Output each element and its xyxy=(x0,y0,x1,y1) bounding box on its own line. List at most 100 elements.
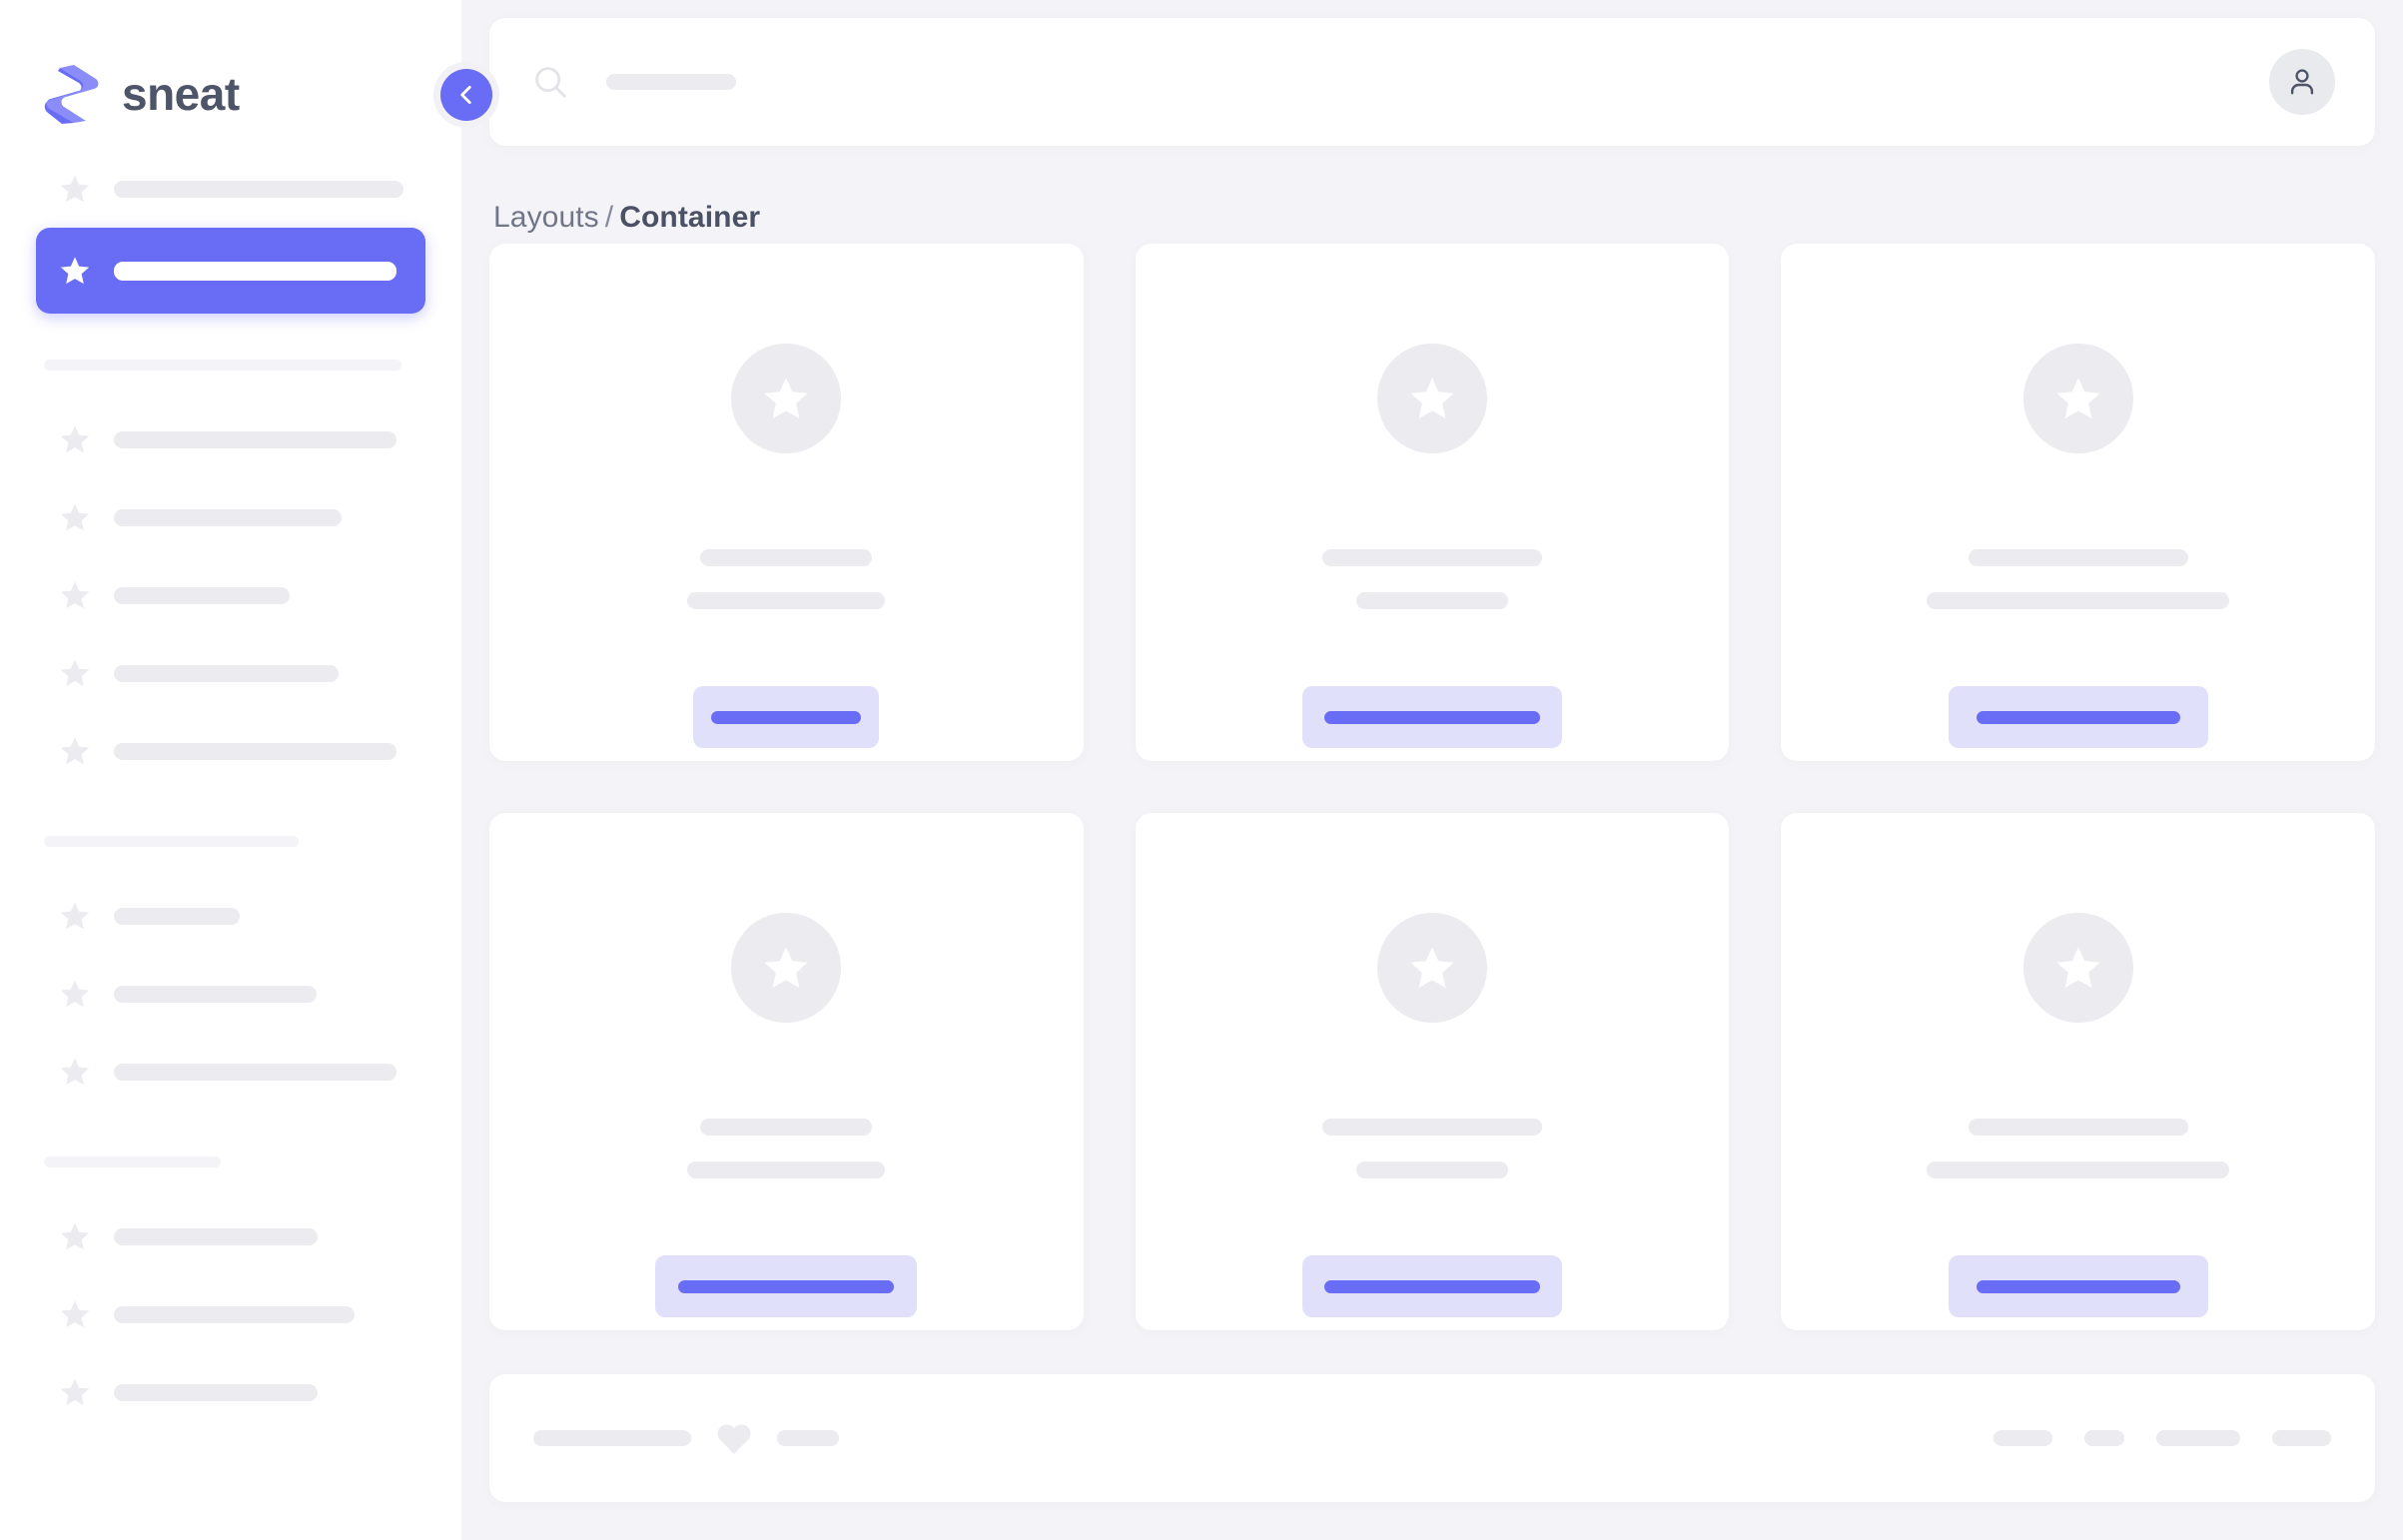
footer-links xyxy=(1994,1430,2331,1446)
card-action-label xyxy=(711,710,862,724)
nav-gap xyxy=(0,371,461,400)
sidebar-item[interactable] xyxy=(36,1033,425,1111)
sidebar-item-label xyxy=(114,1383,318,1401)
sidebar: sneat xyxy=(0,0,499,1540)
sidebar-item-label xyxy=(114,180,403,198)
sidebar-item-label xyxy=(114,1305,355,1323)
sidebar-item[interactable] xyxy=(36,400,425,478)
brand-name: sneat xyxy=(122,68,240,120)
star-icon xyxy=(1406,942,1458,994)
nav-gap xyxy=(0,314,461,360)
user-icon xyxy=(2284,64,2320,100)
content-card xyxy=(489,813,1084,1330)
star-icon xyxy=(58,977,92,1011)
sidebar-item[interactable] xyxy=(36,150,425,228)
footer-link-placeholder[interactable] xyxy=(2084,1430,2124,1446)
card-subtitle-placeholder xyxy=(687,592,886,609)
nav-gap xyxy=(0,1111,461,1156)
sidebar-item-label xyxy=(114,985,317,1003)
star-icon xyxy=(58,656,92,690)
footer-link-placeholder[interactable] xyxy=(1994,1430,2052,1446)
sidebar-collapse-button[interactable] xyxy=(433,62,499,128)
nav-section xyxy=(0,400,461,790)
card-title-placeholder xyxy=(1968,1119,2188,1136)
sidebar-item-label xyxy=(114,664,339,682)
card-title-placeholder xyxy=(1321,1119,1542,1136)
card-action-label xyxy=(1976,1279,2180,1293)
card-action-button[interactable] xyxy=(1301,1255,1562,1317)
card-avatar xyxy=(731,913,842,1023)
footer-text-placeholder xyxy=(533,1430,691,1446)
card-avatar xyxy=(2022,913,2133,1023)
sidebar-item[interactable] xyxy=(36,877,425,955)
sidebar-item[interactable] xyxy=(36,1197,425,1275)
sidebar-item[interactable] xyxy=(36,478,425,556)
footer-brand-placeholder xyxy=(777,1430,839,1446)
star-icon xyxy=(58,1219,92,1253)
star-icon xyxy=(1406,373,1458,424)
card-action-button[interactable] xyxy=(1948,1255,2208,1317)
content-card xyxy=(1781,813,2375,1330)
card-title-placeholder xyxy=(1321,549,1542,566)
star-icon xyxy=(58,578,92,612)
search-input[interactable] xyxy=(606,74,736,90)
card-grid xyxy=(489,244,2375,1330)
breadcrumb: Layouts / Container xyxy=(489,146,2375,238)
nav-section xyxy=(0,1197,461,1431)
heart-icon xyxy=(713,1417,755,1459)
nav-section-header-placeholder xyxy=(44,1156,221,1167)
sidebar-item-label xyxy=(114,1063,397,1081)
sidebar-item[interactable] xyxy=(36,556,425,634)
nav-gap xyxy=(0,847,461,877)
brand[interactable]: sneat xyxy=(0,0,461,140)
star-icon xyxy=(58,1055,92,1089)
sidebar-item[interactable] xyxy=(36,955,425,1033)
star-icon xyxy=(58,1297,92,1331)
content-card xyxy=(489,244,1084,761)
search-bar[interactable] xyxy=(489,18,2375,146)
nav-section xyxy=(0,150,461,314)
card-action-button[interactable] xyxy=(1948,686,2208,748)
sidebar-item[interactable] xyxy=(36,634,425,712)
sidebar-item[interactable] xyxy=(36,1353,425,1431)
card-action-button[interactable] xyxy=(693,686,880,748)
footer-bar xyxy=(489,1374,2375,1502)
chevron-left-icon xyxy=(440,69,492,121)
star-icon xyxy=(58,899,92,933)
card-subtitle-placeholder xyxy=(687,1161,886,1178)
sidebar-nav xyxy=(0,150,461,1431)
nav-section-header-placeholder xyxy=(44,360,401,371)
star-icon xyxy=(58,500,92,534)
card-action-label xyxy=(1323,1279,1540,1293)
footer-link-placeholder[interactable] xyxy=(2156,1430,2240,1446)
sidebar-item-label xyxy=(114,586,290,604)
card-subtitle-placeholder xyxy=(1355,1161,1508,1178)
star-icon xyxy=(760,373,812,424)
star-icon xyxy=(2052,942,2104,994)
star-icon xyxy=(2052,373,2104,424)
sidebar-item-label xyxy=(114,508,342,526)
card-avatar xyxy=(731,344,842,453)
footer-link-placeholder[interactable] xyxy=(2272,1430,2331,1446)
card-action-button[interactable] xyxy=(655,1255,918,1317)
breadcrumb-current: Container xyxy=(619,201,761,234)
sidebar-item-active[interactable] xyxy=(36,228,425,314)
card-title-placeholder xyxy=(700,1119,873,1136)
sidebar-item[interactable] xyxy=(36,712,425,790)
star-icon xyxy=(58,254,92,288)
sneat-logo-icon xyxy=(44,63,100,125)
sidebar-item-label xyxy=(114,261,397,281)
avatar[interactable] xyxy=(2269,49,2335,115)
breadcrumb-parent[interactable]: Layouts xyxy=(493,201,599,234)
sidebar-item[interactable] xyxy=(36,1275,425,1353)
card-avatar xyxy=(1376,344,1487,453)
sidebar-item-label xyxy=(114,1227,318,1245)
nav-section-header-placeholder xyxy=(44,836,299,847)
card-action-button[interactable] xyxy=(1301,686,1562,748)
content-card xyxy=(1135,244,1730,761)
main-content: Layouts / Container xyxy=(461,0,2403,1540)
nav-section xyxy=(0,877,461,1111)
card-subtitle-placeholder xyxy=(1927,1161,2230,1178)
sidebar-item-label xyxy=(114,907,240,925)
